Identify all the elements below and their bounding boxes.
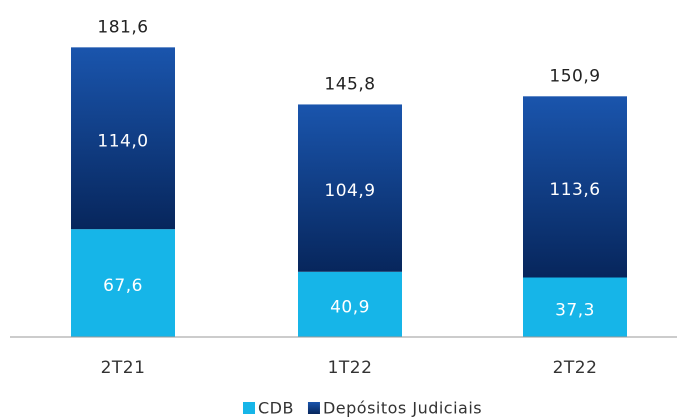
total-label: 145,8	[324, 74, 375, 94]
total-label: 181,6	[97, 17, 148, 37]
legend-label: CDB	[258, 399, 294, 418]
bar-segment	[71, 47, 175, 230]
legend-label: Depósitos Judiciais	[323, 399, 482, 418]
total-label: 150,9	[549, 66, 600, 86]
bar-segment	[523, 96, 627, 278]
x-tick-label: 2T22	[553, 358, 598, 378]
bar-segment	[298, 104, 402, 272]
value-label: 67,6	[103, 276, 143, 296]
value-label: 37,3	[555, 300, 595, 320]
value-label: 113,6	[549, 180, 600, 200]
x-tick-label: 1T22	[328, 358, 373, 378]
bar-segment	[71, 229, 175, 337]
value-label: 104,9	[324, 181, 375, 201]
x-tick-label: 2T21	[101, 358, 146, 378]
legend-swatch	[307, 402, 320, 414]
value-label: 114,0	[97, 131, 148, 151]
value-label: 40,9	[330, 297, 370, 317]
legend-swatch	[243, 402, 255, 414]
bar-segment	[523, 277, 627, 337]
bar-segment	[298, 271, 402, 337]
